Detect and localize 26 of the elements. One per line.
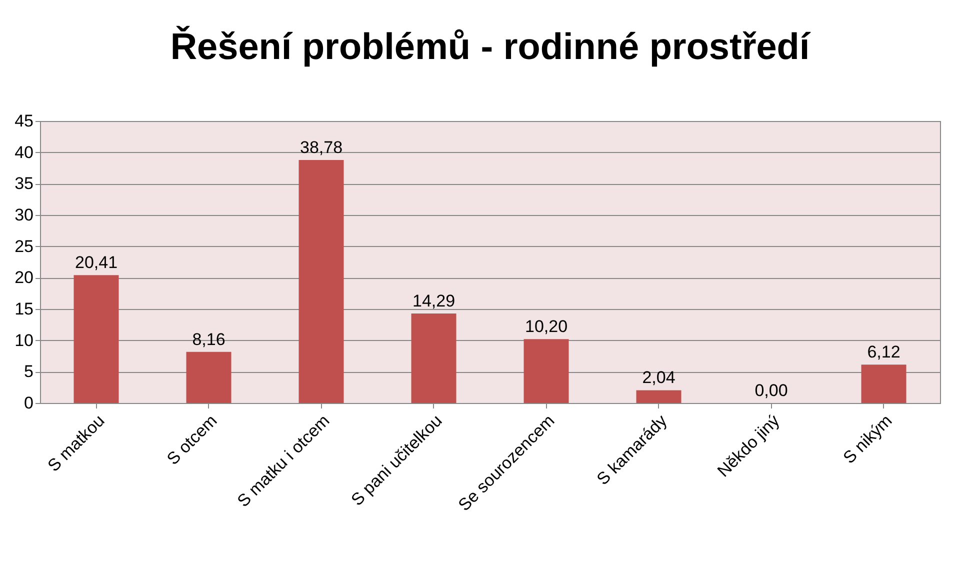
chart-title: Řešení problémů - rodinné prostředí [170,25,812,67]
y-tick-label: 0 [24,394,34,412]
y-tick-label: 5 [24,362,34,382]
bar [524,339,569,403]
y-tick-label: 35 [14,174,34,194]
data-label: 14,29 [412,291,456,310]
bar [411,313,456,403]
data-label: 10,20 [524,317,568,336]
data-label: 6,12 [867,342,900,362]
data-label: 8,16 [192,330,226,349]
bar [636,390,682,403]
data-label: 20,41 [74,253,118,272]
y-tick-label: 25 [14,236,34,256]
y-tick-label: 20 [14,268,34,288]
y-tick-label: 40 [14,142,34,162]
y-tick-label: 15 [14,300,34,318]
bar [861,364,906,403]
bar [74,275,119,403]
data-label: 0,00 [754,381,788,400]
bar [186,352,232,403]
data-label: 38,78 [300,138,343,157]
y-tick-label: 10 [14,330,34,350]
y-tick-label: 30 [14,206,34,224]
bar [298,160,344,403]
data-label: 2,04 [642,368,676,388]
y-tick-label: 45 [14,112,34,130]
